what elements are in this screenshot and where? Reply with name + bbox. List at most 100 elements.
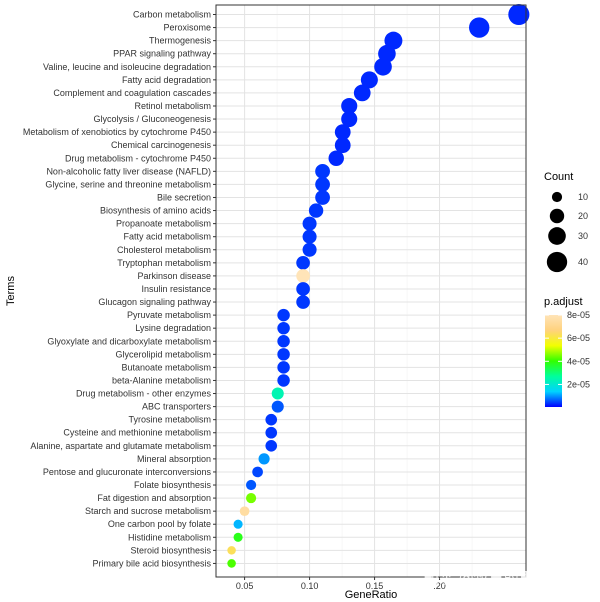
data-point <box>233 532 243 542</box>
data-point <box>302 229 317 244</box>
y-tick-label: Glycerolipid metabolism <box>115 349 211 359</box>
size-legend-label: 10 <box>578 192 588 202</box>
y-tick-label: Tyrosine metabolism <box>128 415 211 425</box>
data-point <box>353 84 371 102</box>
y-tick-label: Alanine, aspartate and glutamate metabol… <box>30 441 211 451</box>
data-point <box>341 97 358 115</box>
y-tick-label: Biosynthesis of amino acids <box>100 206 212 216</box>
data-point <box>508 3 530 26</box>
y-tick-label: Thermogenesis <box>149 36 212 46</box>
y-tick-label: Pyruvate metabolism <box>127 310 211 320</box>
data-point <box>277 335 290 348</box>
data-point <box>296 295 310 309</box>
y-tick-label: PPAR signaling pathway <box>113 49 211 59</box>
data-point <box>252 466 263 478</box>
y-tick-label: ABC transporters <box>142 402 212 412</box>
y-tick-label: Retinol metabolism <box>134 101 211 111</box>
y-tick-label: Cholesterol metabolism <box>117 245 211 255</box>
y-tick-label: Propanoate metabolism <box>116 219 211 229</box>
watermark-text: 知乎 @牧羊的男孩儿 <box>424 569 564 587</box>
size-legend-label: 40 <box>578 257 588 267</box>
y-tick-label: Bile secretion <box>157 192 211 202</box>
size-legend-dot <box>549 208 565 224</box>
size-legend-title: Count <box>544 171 573 183</box>
y-tick-label: Histidine metabolism <box>128 532 211 542</box>
data-point <box>277 348 290 361</box>
y-tick-label: Drug metabolism - other enzymes <box>76 389 212 399</box>
data-point <box>227 546 236 555</box>
data-point <box>315 163 330 179</box>
color-legend-label: 2e-05 <box>567 379 590 389</box>
y-tick-label: Lysine degradation <box>135 323 211 333</box>
data-point <box>315 190 330 205</box>
size-legend-dot <box>548 227 566 245</box>
y-tick-label: Carbon metabolism <box>133 10 211 20</box>
color-legend-title: p.adjust <box>544 296 583 308</box>
y-tick-label: Glycolysis / Gluconeogenesis <box>93 114 211 124</box>
data-point <box>308 203 324 218</box>
data-point <box>258 453 270 465</box>
y-tick-label: Starch and sucrose metabolism <box>85 506 211 516</box>
y-tick-label: Folate biosynthesis <box>134 480 212 490</box>
data-point <box>296 269 310 283</box>
y-tick-label: One carbon pool by folate <box>108 519 211 529</box>
data-point <box>271 387 284 400</box>
y-tick-label: Steroid biosynthesis <box>130 545 211 555</box>
y-tick-label: Primary bile acid biosynthesis <box>92 558 211 568</box>
y-tick-label: Glyoxylate and dicarboxylate metabolism <box>47 336 211 346</box>
data-point <box>246 479 257 491</box>
y-tick-label: Insulin resistance <box>141 284 211 294</box>
color-legend-label: 8e-05 <box>567 310 590 320</box>
data-point <box>265 413 278 426</box>
y-tick-label: Fat digestion and absorption <box>97 493 211 503</box>
x-tick-label: 0.10 <box>301 581 319 591</box>
x-tick-label: 0.15 <box>366 581 384 591</box>
data-point <box>233 519 243 529</box>
color-legend-label: 4e-05 <box>567 356 590 366</box>
data-point <box>277 308 290 322</box>
y-tick-label: Butanoate metabolism <box>121 362 211 372</box>
data-point <box>469 17 490 38</box>
data-points <box>227 3 530 568</box>
y-tick-label: Glycine, serine and threonine metabolism <box>45 179 211 189</box>
y-tick-label: Mineral absorption <box>137 454 211 464</box>
plot-background <box>216 5 526 577</box>
data-point <box>277 361 290 374</box>
y-tick-label: Cysteine and methionine metabolism <box>63 428 211 438</box>
x-axis: 0.05 0.10 0.15 .20 <box>236 577 446 591</box>
y-tick-label: Complement and coagulation cascades <box>53 88 211 98</box>
data-point <box>239 506 250 516</box>
data-point <box>277 321 290 335</box>
grid-lines <box>216 5 526 577</box>
y-tick-label: Peroxisome <box>163 23 211 33</box>
y-tick-label: Drug metabolism - cytochrome P450 <box>65 153 211 163</box>
size-legend: Count 10 20 30 40 <box>544 171 588 273</box>
y-axis: Carbon metabolism Peroxisome Thermogenesis… <box>23 10 216 568</box>
y-tick-label: Metabolism of xenobiotics by cytochrome … <box>23 127 211 137</box>
y-tick-label: Chemical carcinogenesis <box>111 140 212 150</box>
plot-frame <box>215 4 527 578</box>
data-point <box>296 282 310 296</box>
y-tick-label: Fatty acid metabolism <box>123 232 211 242</box>
data-point <box>341 111 358 128</box>
x-tick-label: .20 <box>433 581 446 591</box>
data-point <box>360 71 378 89</box>
data-point <box>328 150 344 166</box>
size-legend-label: 30 <box>578 231 588 241</box>
y-tick-label: Non-alcoholic fatty liver disease (NAFLD… <box>46 166 211 176</box>
color-bar <box>545 315 562 407</box>
y-tick-label: beta-Alanine metabolism <box>112 375 211 385</box>
data-point <box>334 124 351 141</box>
color-legend-label: 6e-05 <box>567 333 590 343</box>
data-point <box>227 559 236 568</box>
data-point <box>265 440 278 452</box>
y-tick-label: Tryptophan metabolism <box>117 258 211 268</box>
data-point <box>246 492 257 504</box>
data-point <box>374 57 392 76</box>
y-tick-label: Valine, leucine and isoleucine degradati… <box>43 62 211 72</box>
data-point <box>277 374 290 387</box>
size-legend-dot <box>551 191 563 203</box>
data-point <box>384 31 403 50</box>
size-legend-dot <box>546 251 568 273</box>
